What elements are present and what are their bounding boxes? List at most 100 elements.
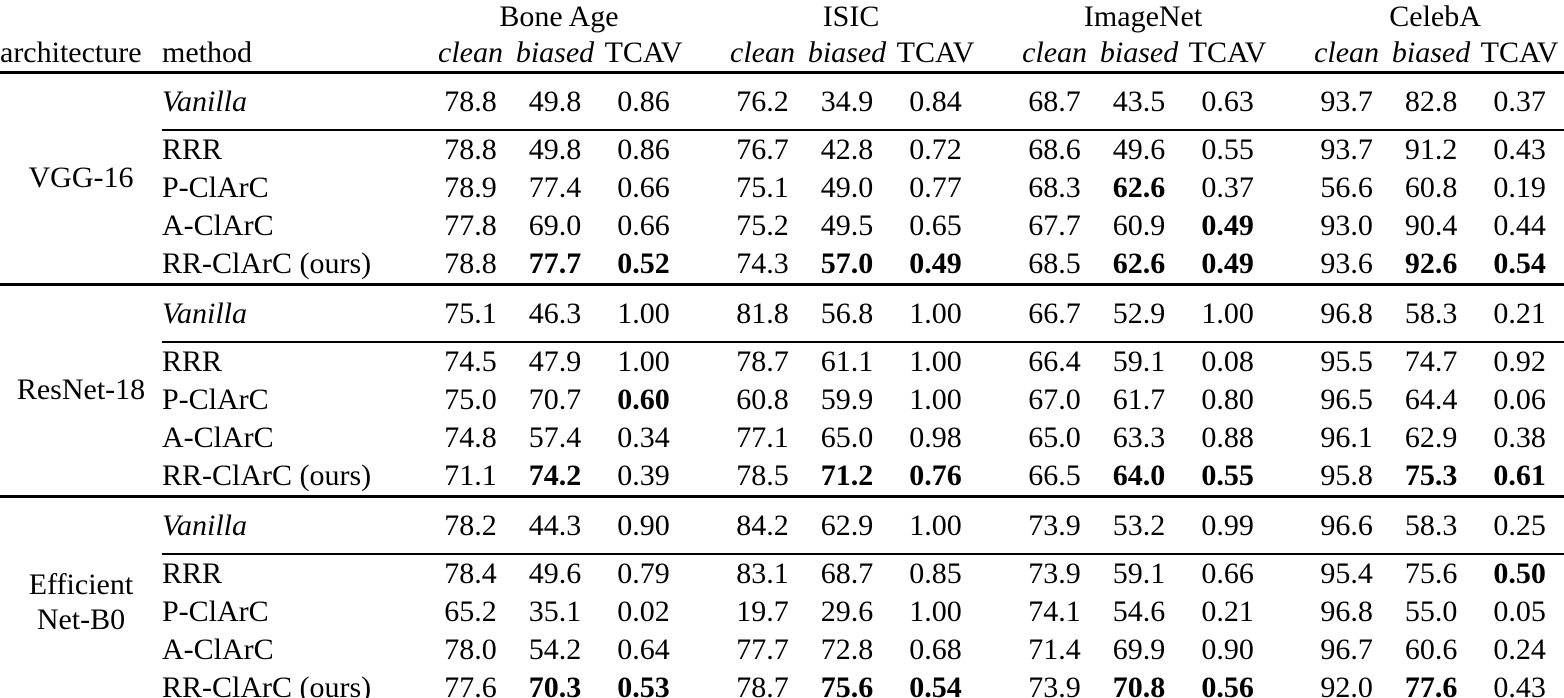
value-cell: 78.2 xyxy=(396,496,511,555)
value-cell: 72.8 xyxy=(820,633,874,666)
method-label: A-ClArC xyxy=(162,633,274,666)
value-cell: 68.7 xyxy=(820,557,874,590)
value-cell: 83.1 xyxy=(736,557,789,590)
value-cell: 69.9 xyxy=(1112,633,1166,666)
subcolumn-header-clean: clean xyxy=(396,34,511,74)
value-cell: 93.0 xyxy=(1320,209,1373,242)
value-cell: 53.2 xyxy=(1095,496,1184,555)
method-label: P-ClArC xyxy=(162,383,269,416)
value-cell: 78.8 xyxy=(396,245,511,286)
value-cell: 93.6 xyxy=(1272,245,1388,286)
value-cell: 60.9 xyxy=(1112,209,1166,242)
subcolumn-header-clean: clean xyxy=(1272,34,1388,74)
value-cell: 49.6 xyxy=(1112,133,1166,166)
value-cell: 61.1 xyxy=(820,345,874,378)
value-cell: 62.9 xyxy=(803,496,892,555)
value-cell: 1.00 xyxy=(1183,284,1273,343)
value-cell: 75.0 xyxy=(444,383,497,416)
value-cell: 0.25 xyxy=(1475,496,1564,555)
value-cell: 63.3 xyxy=(1112,421,1166,454)
subcolumn-header-tcav: TCAV xyxy=(1183,34,1273,74)
value-cell: 66.7 xyxy=(980,284,1096,343)
value-cell: 0.79 xyxy=(617,557,670,590)
value-cell: 67.7 xyxy=(1028,209,1081,242)
value-cell: 59.9 xyxy=(820,383,874,416)
value-cell: 82.8 xyxy=(1387,72,1476,131)
method-label: P-ClArC xyxy=(162,595,269,628)
dataset-group-title: ISIC xyxy=(822,0,880,33)
value-cell: 0.21 xyxy=(1475,284,1564,343)
value-cell: 75.3 xyxy=(1387,457,1476,498)
subcolumn-header-biased: biased xyxy=(1387,34,1476,74)
value-cell: 70.7 xyxy=(528,383,582,416)
value-cell: 58.3 xyxy=(1387,496,1476,555)
value-cell: 0.80 xyxy=(1201,383,1254,416)
value-cell: 0.43 xyxy=(1475,669,1564,698)
value-cell: 96.6 xyxy=(1272,496,1388,555)
value-cell: 0.38 xyxy=(1493,421,1546,454)
value-cell: 92.0 xyxy=(1272,669,1388,698)
method-label: Vanilla xyxy=(162,496,396,555)
value-cell: 0.37 xyxy=(1475,72,1564,131)
value-cell: 74.3 xyxy=(688,245,804,286)
value-cell: 0.37 xyxy=(1201,171,1254,204)
value-cell: 0.43 xyxy=(1493,133,1546,166)
value-cell: 0.19 xyxy=(1493,171,1546,204)
value-cell: 77.7 xyxy=(736,633,789,666)
method-column-header: method xyxy=(162,34,396,74)
value-cell: 49.8 xyxy=(528,133,582,166)
value-cell: 0.55 xyxy=(1183,457,1273,498)
value-cell: 75.6 xyxy=(1404,557,1458,590)
subcolumn-header-biased: biased xyxy=(1095,34,1184,74)
value-cell: 0.85 xyxy=(909,557,962,590)
value-cell: 78.7 xyxy=(688,669,804,698)
value-cell: 0.49 xyxy=(891,245,981,286)
corner-method-spacer xyxy=(162,0,396,34)
value-cell: 62.6 xyxy=(1095,245,1184,286)
value-cell: 57.0 xyxy=(803,245,892,286)
value-cell: 74.1 xyxy=(1028,595,1081,628)
value-cell: 1.00 xyxy=(909,383,962,416)
method-label: Vanilla xyxy=(162,284,396,343)
value-cell: 0.54 xyxy=(891,669,981,698)
value-cell: 0.50 xyxy=(1493,557,1546,590)
value-cell: 96.1 xyxy=(1320,421,1373,454)
value-cell: 92.6 xyxy=(1387,245,1476,286)
table-body: VGG-16 Vanilla 78.8 49.8 0.86 76.2 34.9 0.84 68.… xyxy=(0,72,1564,698)
value-cell: 47.9 xyxy=(528,345,582,378)
value-cell: 0.55 xyxy=(1201,133,1254,166)
value-cell: 68.7 xyxy=(980,72,1096,131)
method-label: RR-ClArC (ours) xyxy=(162,457,396,498)
value-cell: 77.6 xyxy=(1387,669,1476,698)
value-cell: 0.66 xyxy=(617,209,670,242)
value-cell: 73.9 xyxy=(980,496,1096,555)
value-cell: 0.39 xyxy=(599,457,689,498)
value-cell: 0.64 xyxy=(617,633,670,666)
value-cell: 71.1 xyxy=(396,457,511,498)
subcolumn-header-clean: clean xyxy=(980,34,1096,74)
value-cell: 66.5 xyxy=(980,457,1096,498)
value-cell: 65.0 xyxy=(1028,421,1081,454)
value-cell: 52.9 xyxy=(1095,284,1184,343)
value-cell: 0.49 xyxy=(1183,245,1273,286)
value-cell: 54.6 xyxy=(1112,595,1166,628)
value-cell: 70.3 xyxy=(511,669,599,698)
value-cell: 1.00 xyxy=(891,284,981,343)
value-cell: 59.1 xyxy=(1112,345,1166,378)
method-label: RRR xyxy=(162,345,223,378)
method-row: A-ClArC 74.8 57.4 0.34 77.1 65.0 0.98 65.0 63.3 0… xyxy=(0,419,1564,457)
value-cell: 74.7 xyxy=(1404,345,1458,378)
method-label: RR-ClArC (ours) xyxy=(162,669,396,698)
method-label: Vanilla xyxy=(162,72,396,131)
value-cell: 0.06 xyxy=(1493,383,1546,416)
value-cell: 60.6 xyxy=(1404,633,1458,666)
value-cell: 58.3 xyxy=(1387,284,1476,343)
method-row: RR-ClArC (ours) 71.1 74.2 0.39 78.5 71.2 0.76 6… xyxy=(0,457,1564,498)
dataset-group-title: ImageNet xyxy=(1083,0,1203,33)
column-header-row: architecture method clean biased TCAV clean bi… xyxy=(0,34,1564,74)
value-cell: 0.66 xyxy=(1201,557,1254,590)
method-label: RRR xyxy=(162,133,223,166)
method-label: RR-ClArC (ours) xyxy=(162,245,396,286)
value-cell: 56.8 xyxy=(803,284,892,343)
value-cell: 59.1 xyxy=(1112,557,1166,590)
